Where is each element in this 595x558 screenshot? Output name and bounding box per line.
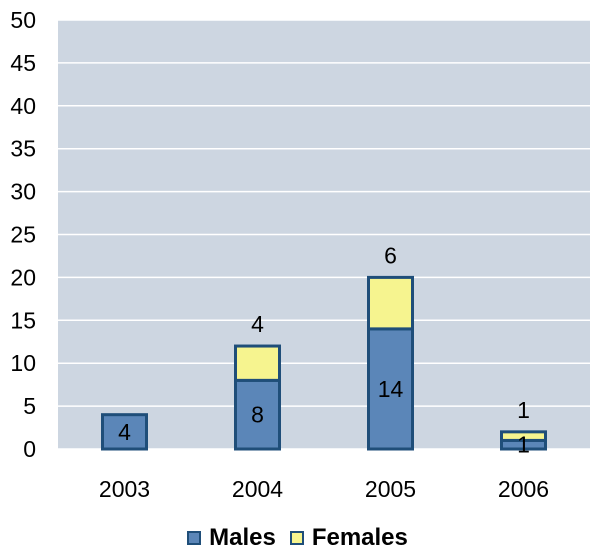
y-tick-label-25: 25 <box>10 222 36 248</box>
bar-females-2004 <box>234 344 281 382</box>
y-tick-label-15: 15 <box>10 307 36 333</box>
y-axis-ticks: 0 5 10 15 20 25 30 35 40 45 50 <box>10 7 36 462</box>
data-label-females-2004: 4 <box>251 311 264 337</box>
y-tick-label-10: 10 <box>10 350 36 376</box>
legend-item-males: Males <box>187 524 276 552</box>
legend-label-females: Females <box>311 524 408 551</box>
y-tick-label-35: 35 <box>10 136 36 162</box>
y-tick-label-30: 30 <box>10 179 36 205</box>
legend-item-females: Females <box>289 524 408 552</box>
y-tick-label-45: 45 <box>10 50 36 76</box>
y-tick-label-40: 40 <box>10 93 36 119</box>
x-tick-label-2006: 2006 <box>498 476 549 502</box>
data-label-males-2004: 8 <box>251 402 264 428</box>
data-label-females-2006: 1 <box>517 397 530 423</box>
x-tick-label-2005: 2005 <box>365 476 416 502</box>
data-label-males-2006: 1 <box>517 432 530 458</box>
y-tick-label-0: 0 <box>23 436 36 462</box>
y-tick-label-5: 5 <box>23 393 36 419</box>
bar-males-2003 <box>101 413 148 451</box>
bar-females-2005 <box>367 275 414 331</box>
y-tick-label-20: 20 <box>10 264 36 290</box>
legend: Males Females <box>0 523 595 553</box>
legend-swatch-females <box>289 531 304 545</box>
legend-label-males: Males <box>209 524 276 551</box>
x-axis-ticks: 2003 2004 2005 2006 <box>99 476 549 502</box>
bar-males-2005 <box>367 327 414 451</box>
data-label-males-2005: 14 <box>378 376 404 402</box>
gridlines <box>58 19 590 450</box>
y-tick-label-50: 50 <box>10 7 36 33</box>
data-label-males-2003: 4 <box>118 419 131 445</box>
data-labels: 4 8 4 14 6 1 1 <box>118 242 530 457</box>
bars <box>101 275 547 451</box>
x-tick-label-2004: 2004 <box>232 476 283 502</box>
legend-swatch-males <box>187 531 202 545</box>
data-label-females-2005: 6 <box>384 242 397 268</box>
bar-males-2004 <box>234 378 281 451</box>
bar-females-2006 <box>500 430 547 442</box>
x-tick-label-2003: 2003 <box>99 476 150 502</box>
